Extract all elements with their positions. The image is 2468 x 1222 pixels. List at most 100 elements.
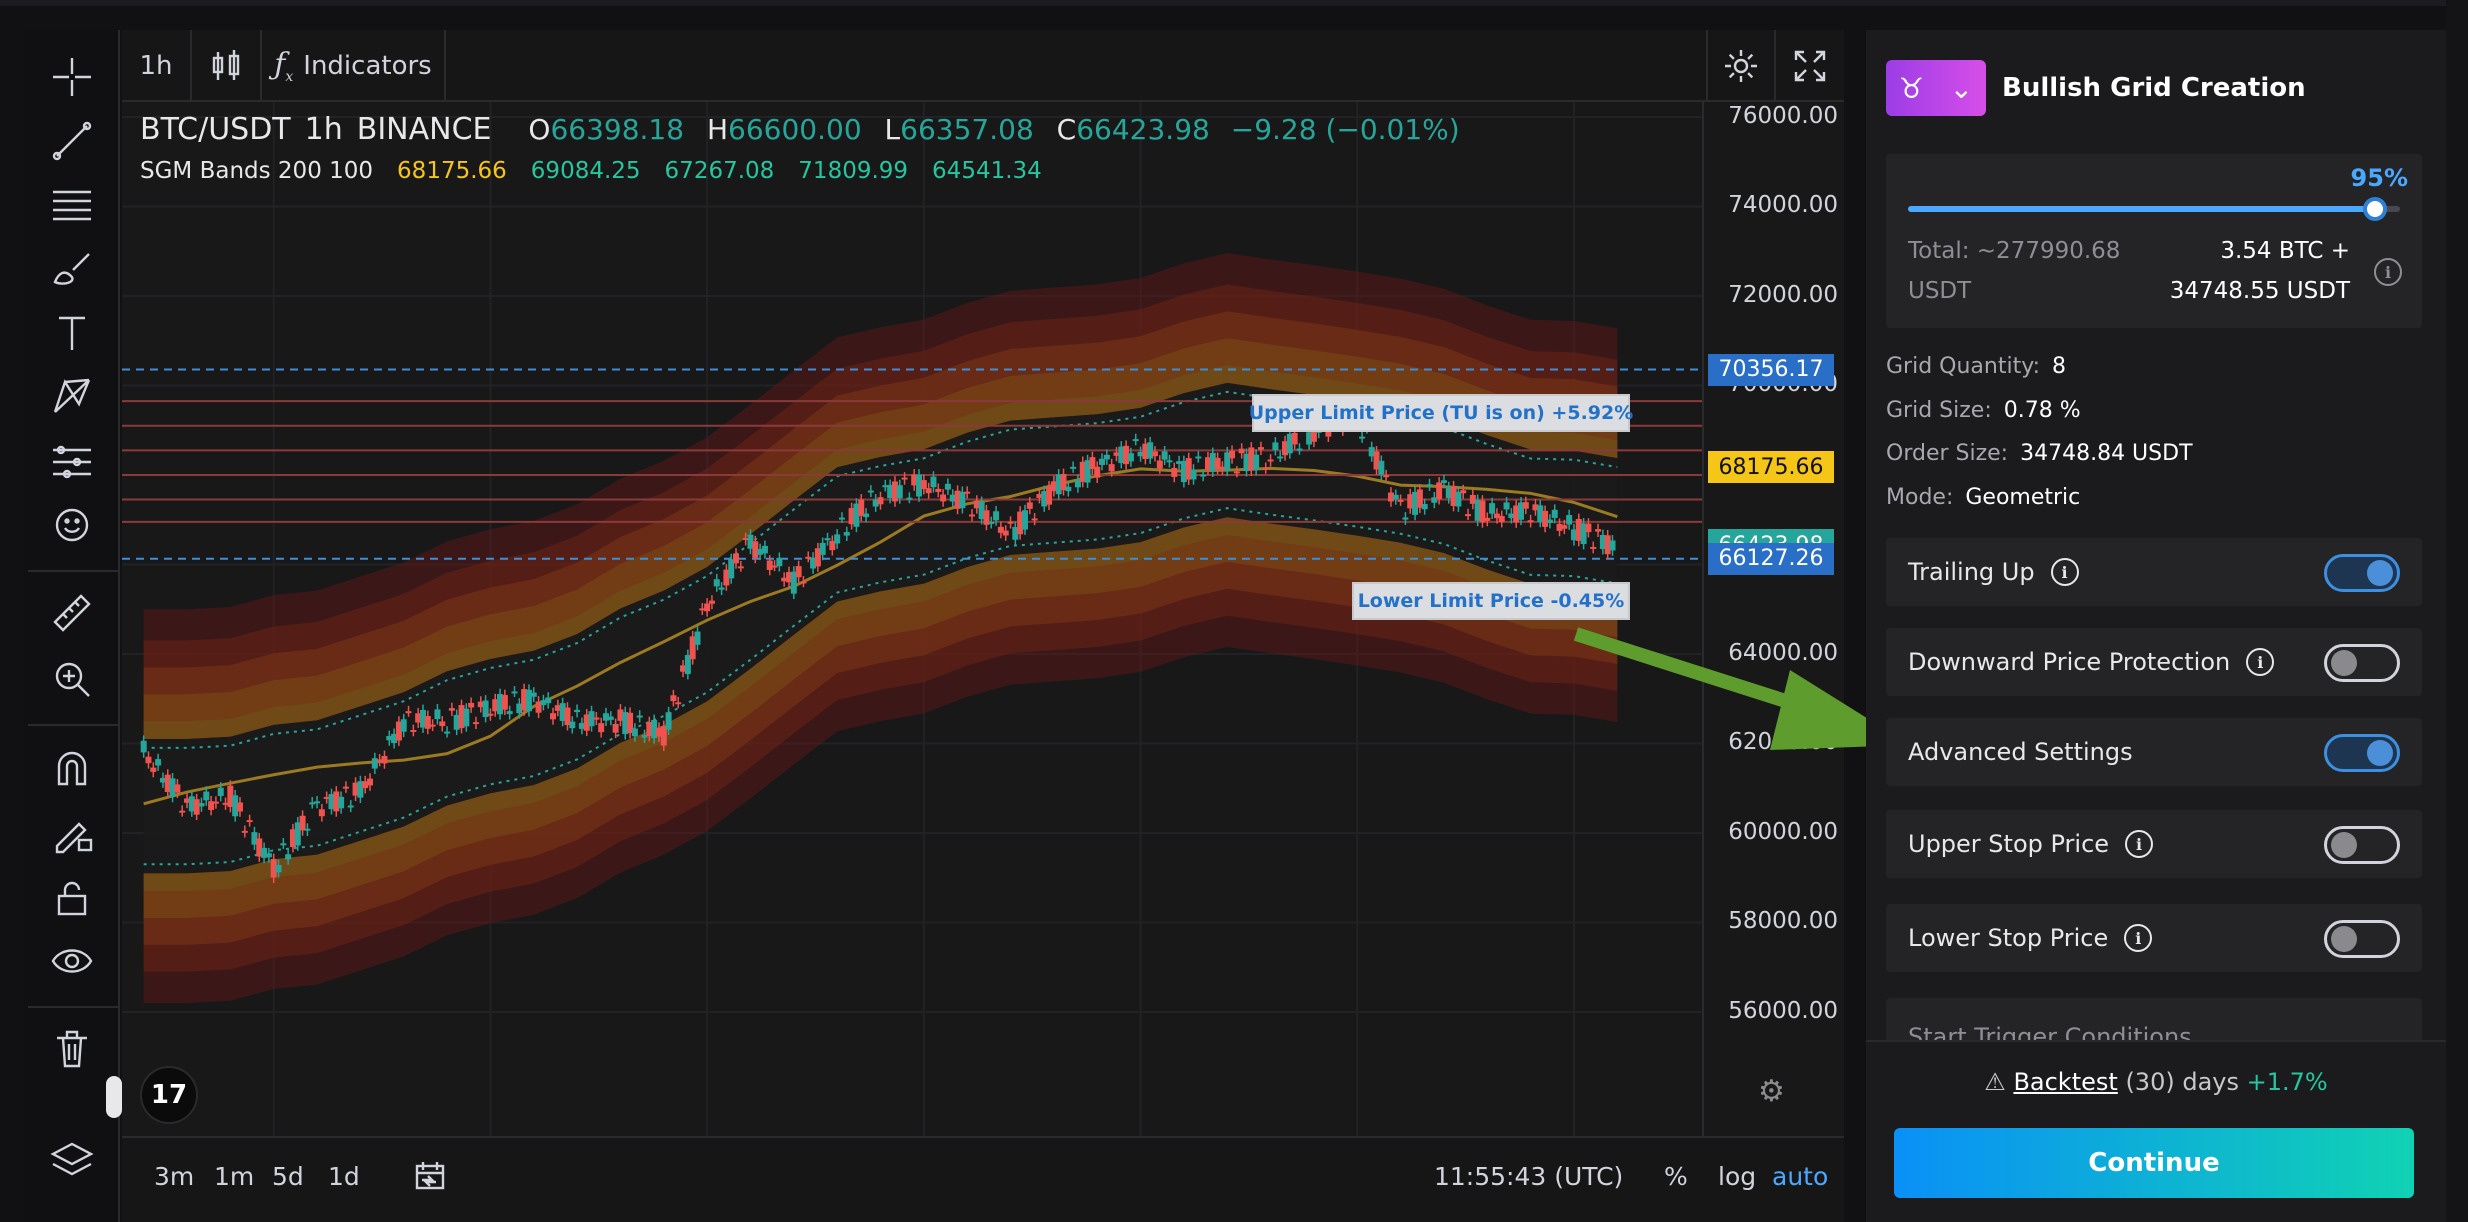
candle-body: [1026, 502, 1033, 509]
candle-body: [1021, 510, 1028, 530]
legend-high: 66600.00: [728, 113, 862, 146]
candle-body: [901, 477, 908, 480]
param-mode: Mode: Geometric: [1886, 485, 2081, 510]
info-icon[interactable]: i: [2125, 830, 2154, 858]
continue-button[interactable]: Continue: [1894, 1128, 2414, 1198]
candle-body: [1084, 460, 1091, 483]
candle-body: [1103, 454, 1110, 460]
range-1m[interactable]: 1m: [214, 1162, 255, 1191]
lower-limit-annotation[interactable]: Lower Limit Price -0.45%: [1352, 582, 1630, 620]
eye-icon[interactable]: [42, 934, 102, 988]
candle-body: [699, 608, 706, 611]
lower-stop-toggle[interactable]: [2324, 920, 2400, 958]
legend-interval: 1h: [304, 112, 343, 147]
tradingview-logo[interactable]: 17: [140, 1066, 198, 1124]
candle-body: [545, 697, 552, 704]
range-3m[interactable]: 3m: [154, 1162, 195, 1191]
bull-strategy-dropdown[interactable]: ♉ ⌄: [1886, 60, 1986, 116]
study-value-0: 68175.66: [397, 158, 507, 184]
indicators-button[interactable]: ƒx Indicators: [262, 30, 446, 102]
candle-body: [1180, 460, 1187, 483]
pattern-icon[interactable]: [42, 370, 102, 424]
interval-button[interactable]: 1h: [122, 30, 192, 102]
candle-body: [1431, 497, 1438, 503]
toolbar-divider: [28, 724, 118, 726]
candle-body: [289, 829, 296, 848]
clock-time[interactable]: 11:55:43 (UTC): [1434, 1162, 1624, 1191]
info-icon[interactable]: i: [2374, 258, 2402, 286]
investment-slider[interactable]: [1908, 197, 2400, 221]
info-icon[interactable]: i: [2124, 924, 2153, 952]
range-5d[interactable]: 5d: [272, 1162, 304, 1191]
trash-icon[interactable]: [42, 1022, 102, 1076]
chevron-down-icon: ⌄: [1949, 71, 1974, 105]
advanced-settings-label: Advanced Settings: [1908, 738, 2133, 766]
candle-body: [174, 784, 181, 793]
candle-body: [140, 740, 147, 753]
toolbar-collapse-handle[interactable]: [106, 1076, 122, 1118]
trailing-up-label: Trailing Up: [1908, 558, 2035, 586]
candle-body: [1373, 451, 1380, 470]
trend-line-icon[interactable]: [42, 114, 102, 168]
unlock-icon[interactable]: [42, 870, 102, 924]
candle-body: [887, 484, 894, 499]
advanced-settings-toggle[interactable]: [2324, 734, 2400, 772]
symbol-legend: BTC/USDT 1h BINANCE O66398.18 H66600.00 L6…: [140, 112, 1460, 147]
backtest-link[interactable]: Backtest: [2013, 1068, 2118, 1096]
candle-body: [1436, 482, 1443, 500]
percent-scale-toggle[interactable]: %: [1664, 1162, 1688, 1191]
emoji-icon[interactable]: [42, 498, 102, 552]
candle-body: [1108, 464, 1115, 472]
text-icon[interactable]: [42, 306, 102, 360]
candle-body: [1508, 513, 1515, 519]
candle-body: [472, 722, 479, 725]
trailing-up-toggle[interactable]: [2324, 554, 2400, 592]
price-axis[interactable]: 76000.0074000.0072000.0070000.0064000.00…: [1706, 102, 1844, 1138]
candle-body: [684, 655, 691, 675]
panel-footer: ⚠ Backtest (30) days +1.7% Continue: [1866, 1040, 2446, 1222]
candle-body: [627, 712, 634, 734]
calendar-range-icon[interactable]: [412, 1158, 448, 1200]
slider-handle[interactable]: [2363, 197, 2388, 221]
log-scale-toggle[interactable]: log: [1718, 1162, 1757, 1191]
auto-scale-toggle[interactable]: auto: [1772, 1162, 1829, 1191]
magnet-icon[interactable]: [42, 742, 102, 796]
settings-gear-icon[interactable]: [1706, 30, 1776, 102]
candle-body: [1176, 461, 1183, 464]
candle-body: [930, 476, 937, 488]
axis-settings-gear-icon[interactable]: ⚙: [1758, 1074, 1785, 1109]
range-1d[interactable]: 1d: [328, 1162, 360, 1191]
candle-body: [184, 798, 191, 803]
candle-body: [1272, 442, 1279, 451]
candle-body: [352, 782, 359, 796]
candle-body: [848, 508, 855, 525]
candle-body: [391, 733, 398, 744]
candle-body: [1012, 526, 1019, 540]
upper-stop-toggle[interactable]: [2324, 826, 2400, 864]
downward-protection-toggle[interactable]: [2324, 644, 2400, 682]
info-icon[interactable]: i: [2246, 648, 2275, 676]
candles-icon[interactable]: [192, 30, 262, 102]
prediction-icon[interactable]: [42, 434, 102, 488]
candle-body: [935, 488, 942, 492]
candle-body: [805, 556, 812, 559]
legend-low: 66357.08: [900, 113, 1034, 146]
fib-lines-icon[interactable]: [42, 178, 102, 232]
warning-icon: ⚠: [1984, 1068, 2006, 1096]
candle-body: [651, 719, 658, 739]
candle-body: [1455, 491, 1462, 507]
candle-body: [1392, 494, 1399, 500]
crosshair-icon[interactable]: [42, 50, 102, 104]
info-icon[interactable]: i: [2050, 558, 2079, 586]
chart-plot-area[interactable]: BTC/USDT 1h BINANCE O66398.18 H66600.00 L6…: [122, 102, 1704, 1138]
layers-icon[interactable]: [42, 1134, 102, 1188]
chart-bottom-bar: 3m 1m 5d 1d 11:55:43 (UTC) % log auto: [122, 1136, 1844, 1222]
brush-icon[interactable]: [42, 242, 102, 296]
lock-drawing-icon[interactable]: [42, 806, 102, 860]
ruler-icon[interactable]: [42, 586, 102, 640]
price-chart[interactable]: [122, 102, 1704, 1138]
candle-body: [578, 722, 585, 729]
upper-limit-annotation[interactable]: Upper Limit Price (TU is on) +5.92%: [1249, 394, 1633, 432]
fullscreen-icon[interactable]: [1776, 30, 1844, 102]
zoom-in-icon[interactable]: [42, 652, 102, 706]
